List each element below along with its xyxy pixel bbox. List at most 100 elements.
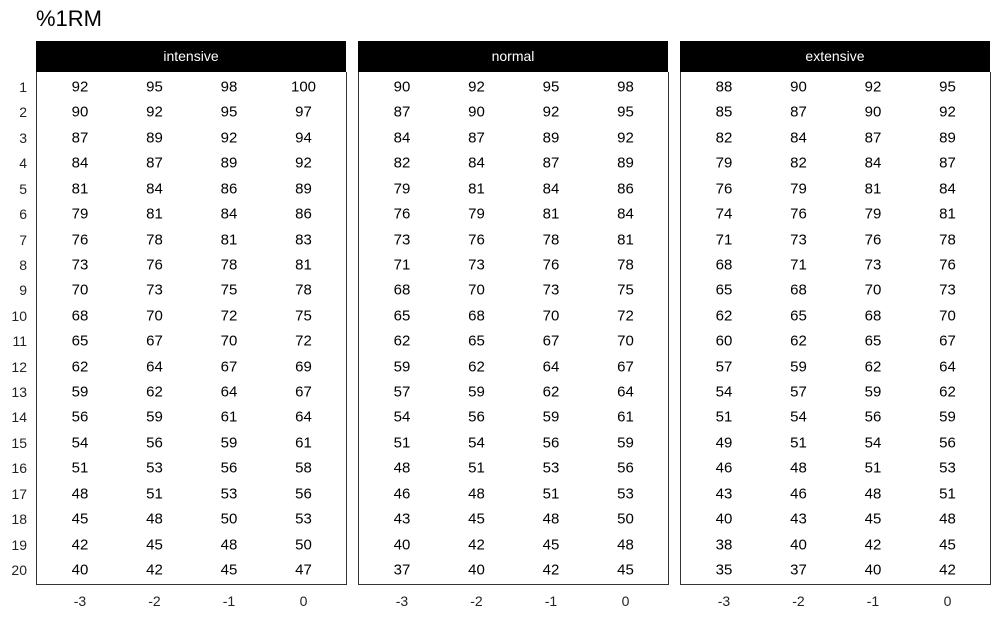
table-cell: 46: [790, 485, 807, 503]
table-cell: 92: [71, 78, 89, 96]
table-cell: 95: [220, 103, 238, 121]
table-cell: 51: [468, 459, 485, 477]
table-cell: 57: [715, 358, 733, 376]
table-cell: 68: [393, 281, 411, 299]
table-cell: 82: [790, 154, 807, 172]
y-tick-label: 13: [11, 384, 27, 401]
x-tick-label: 0: [621, 593, 630, 609]
table-cell: 48: [939, 510, 956, 528]
table-cell: 40: [71, 561, 89, 579]
table-cell: 87: [71, 129, 89, 147]
table-cell: 62: [146, 383, 163, 401]
table-cell: 73: [542, 281, 560, 299]
x-tick-label: -2: [470, 593, 483, 609]
table-cell: 82: [715, 129, 733, 147]
table-cell: 78: [295, 281, 312, 299]
table-cell: 62: [790, 332, 807, 350]
table-cell: 89: [617, 154, 634, 172]
table-cell: 54: [71, 434, 89, 452]
table-cell: 90: [468, 103, 485, 121]
table-cell: 59: [71, 383, 89, 401]
table-cell: 87: [864, 129, 882, 147]
y-tick-label: 4: [19, 155, 27, 172]
table-cell: 59: [146, 408, 163, 426]
table-cell: 85: [715, 103, 733, 121]
table-cell: 64: [939, 358, 956, 376]
table-cell: 62: [715, 307, 733, 325]
table-cell: 75: [617, 281, 634, 299]
table-cell: 42: [71, 536, 89, 554]
table-cell: 75: [220, 281, 238, 299]
table-cell: 64: [220, 383, 238, 401]
table-cell: 81: [71, 180, 89, 198]
table-cell: 92: [939, 103, 956, 121]
x-tick-label: -3: [395, 593, 409, 609]
table-cell: 65: [864, 332, 882, 350]
table-cell: 79: [790, 180, 807, 198]
x-tick-label: -3: [717, 593, 731, 609]
table-cell: 100: [290, 78, 317, 96]
table-cell: 76: [393, 205, 411, 223]
table-cell: 70: [220, 332, 238, 350]
table-cell: 98: [617, 78, 634, 96]
table-cell: 70: [864, 281, 882, 299]
table-cell: 81: [542, 205, 560, 223]
table-cell: 87: [146, 154, 163, 172]
table-cell: 61: [220, 408, 238, 426]
table-cell: 87: [468, 129, 485, 147]
table-cell: 54: [393, 408, 411, 426]
table-cell: 70: [542, 307, 560, 325]
table-cell: 45: [468, 510, 485, 528]
table-cell: 56: [220, 459, 238, 477]
table-cell: 81: [939, 205, 956, 223]
table-cell: 78: [939, 231, 956, 249]
table-cell: 73: [146, 281, 163, 299]
table-cell: 45: [542, 536, 560, 554]
table-cell: 65: [71, 332, 89, 350]
table-cell: 76: [864, 231, 882, 249]
table-cell: 42: [468, 536, 485, 554]
table-cell: 73: [468, 256, 485, 274]
table-cell: 48: [220, 536, 238, 554]
table-cell: 70: [939, 307, 956, 325]
table-cell: 48: [617, 536, 634, 554]
y-tick-label: 2: [19, 104, 27, 121]
table-cell: 67: [542, 332, 560, 350]
y-tick-label: 18: [11, 511, 27, 528]
table-cell: 69: [295, 358, 312, 376]
table-cell: 45: [617, 561, 634, 579]
table-cell: 62: [468, 358, 485, 376]
table-cell: 79: [71, 205, 89, 223]
table-cell: 70: [468, 281, 485, 299]
table-cell: 87: [939, 154, 956, 172]
table-cell: 46: [715, 459, 733, 477]
table-cell: 51: [71, 459, 89, 477]
x-tick-label: -2: [148, 593, 161, 609]
table-cell: 61: [617, 408, 634, 426]
table-cell: 84: [71, 154, 89, 172]
y-tick-label: 8: [19, 256, 27, 273]
table-cell: 64: [146, 358, 163, 376]
table-cell: 84: [220, 205, 238, 223]
table-cell: 43: [790, 510, 807, 528]
table-cell: 73: [939, 281, 956, 299]
table-cell: 89: [939, 129, 956, 147]
table-cell: 73: [864, 256, 882, 274]
table-cell: 88: [715, 78, 733, 96]
table-cell: 76: [715, 180, 733, 198]
table-cell: 83: [295, 231, 312, 249]
table-cell: 90: [790, 78, 807, 96]
table-cell: 53: [146, 459, 163, 477]
table-cell: 51: [146, 485, 163, 503]
table-cell: 65: [468, 332, 485, 350]
table-cell: 40: [864, 561, 882, 579]
y-tick-label: 16: [11, 460, 27, 477]
table-cell: 54: [468, 434, 485, 452]
table-cell: 90: [864, 103, 882, 121]
table-cell: 90: [393, 78, 411, 96]
y-tick-label: 19: [11, 536, 27, 553]
table-cell: 78: [617, 256, 634, 274]
table-cell: 45: [220, 561, 238, 579]
table-cell: 45: [864, 510, 882, 528]
table-cell: 56: [617, 459, 634, 477]
